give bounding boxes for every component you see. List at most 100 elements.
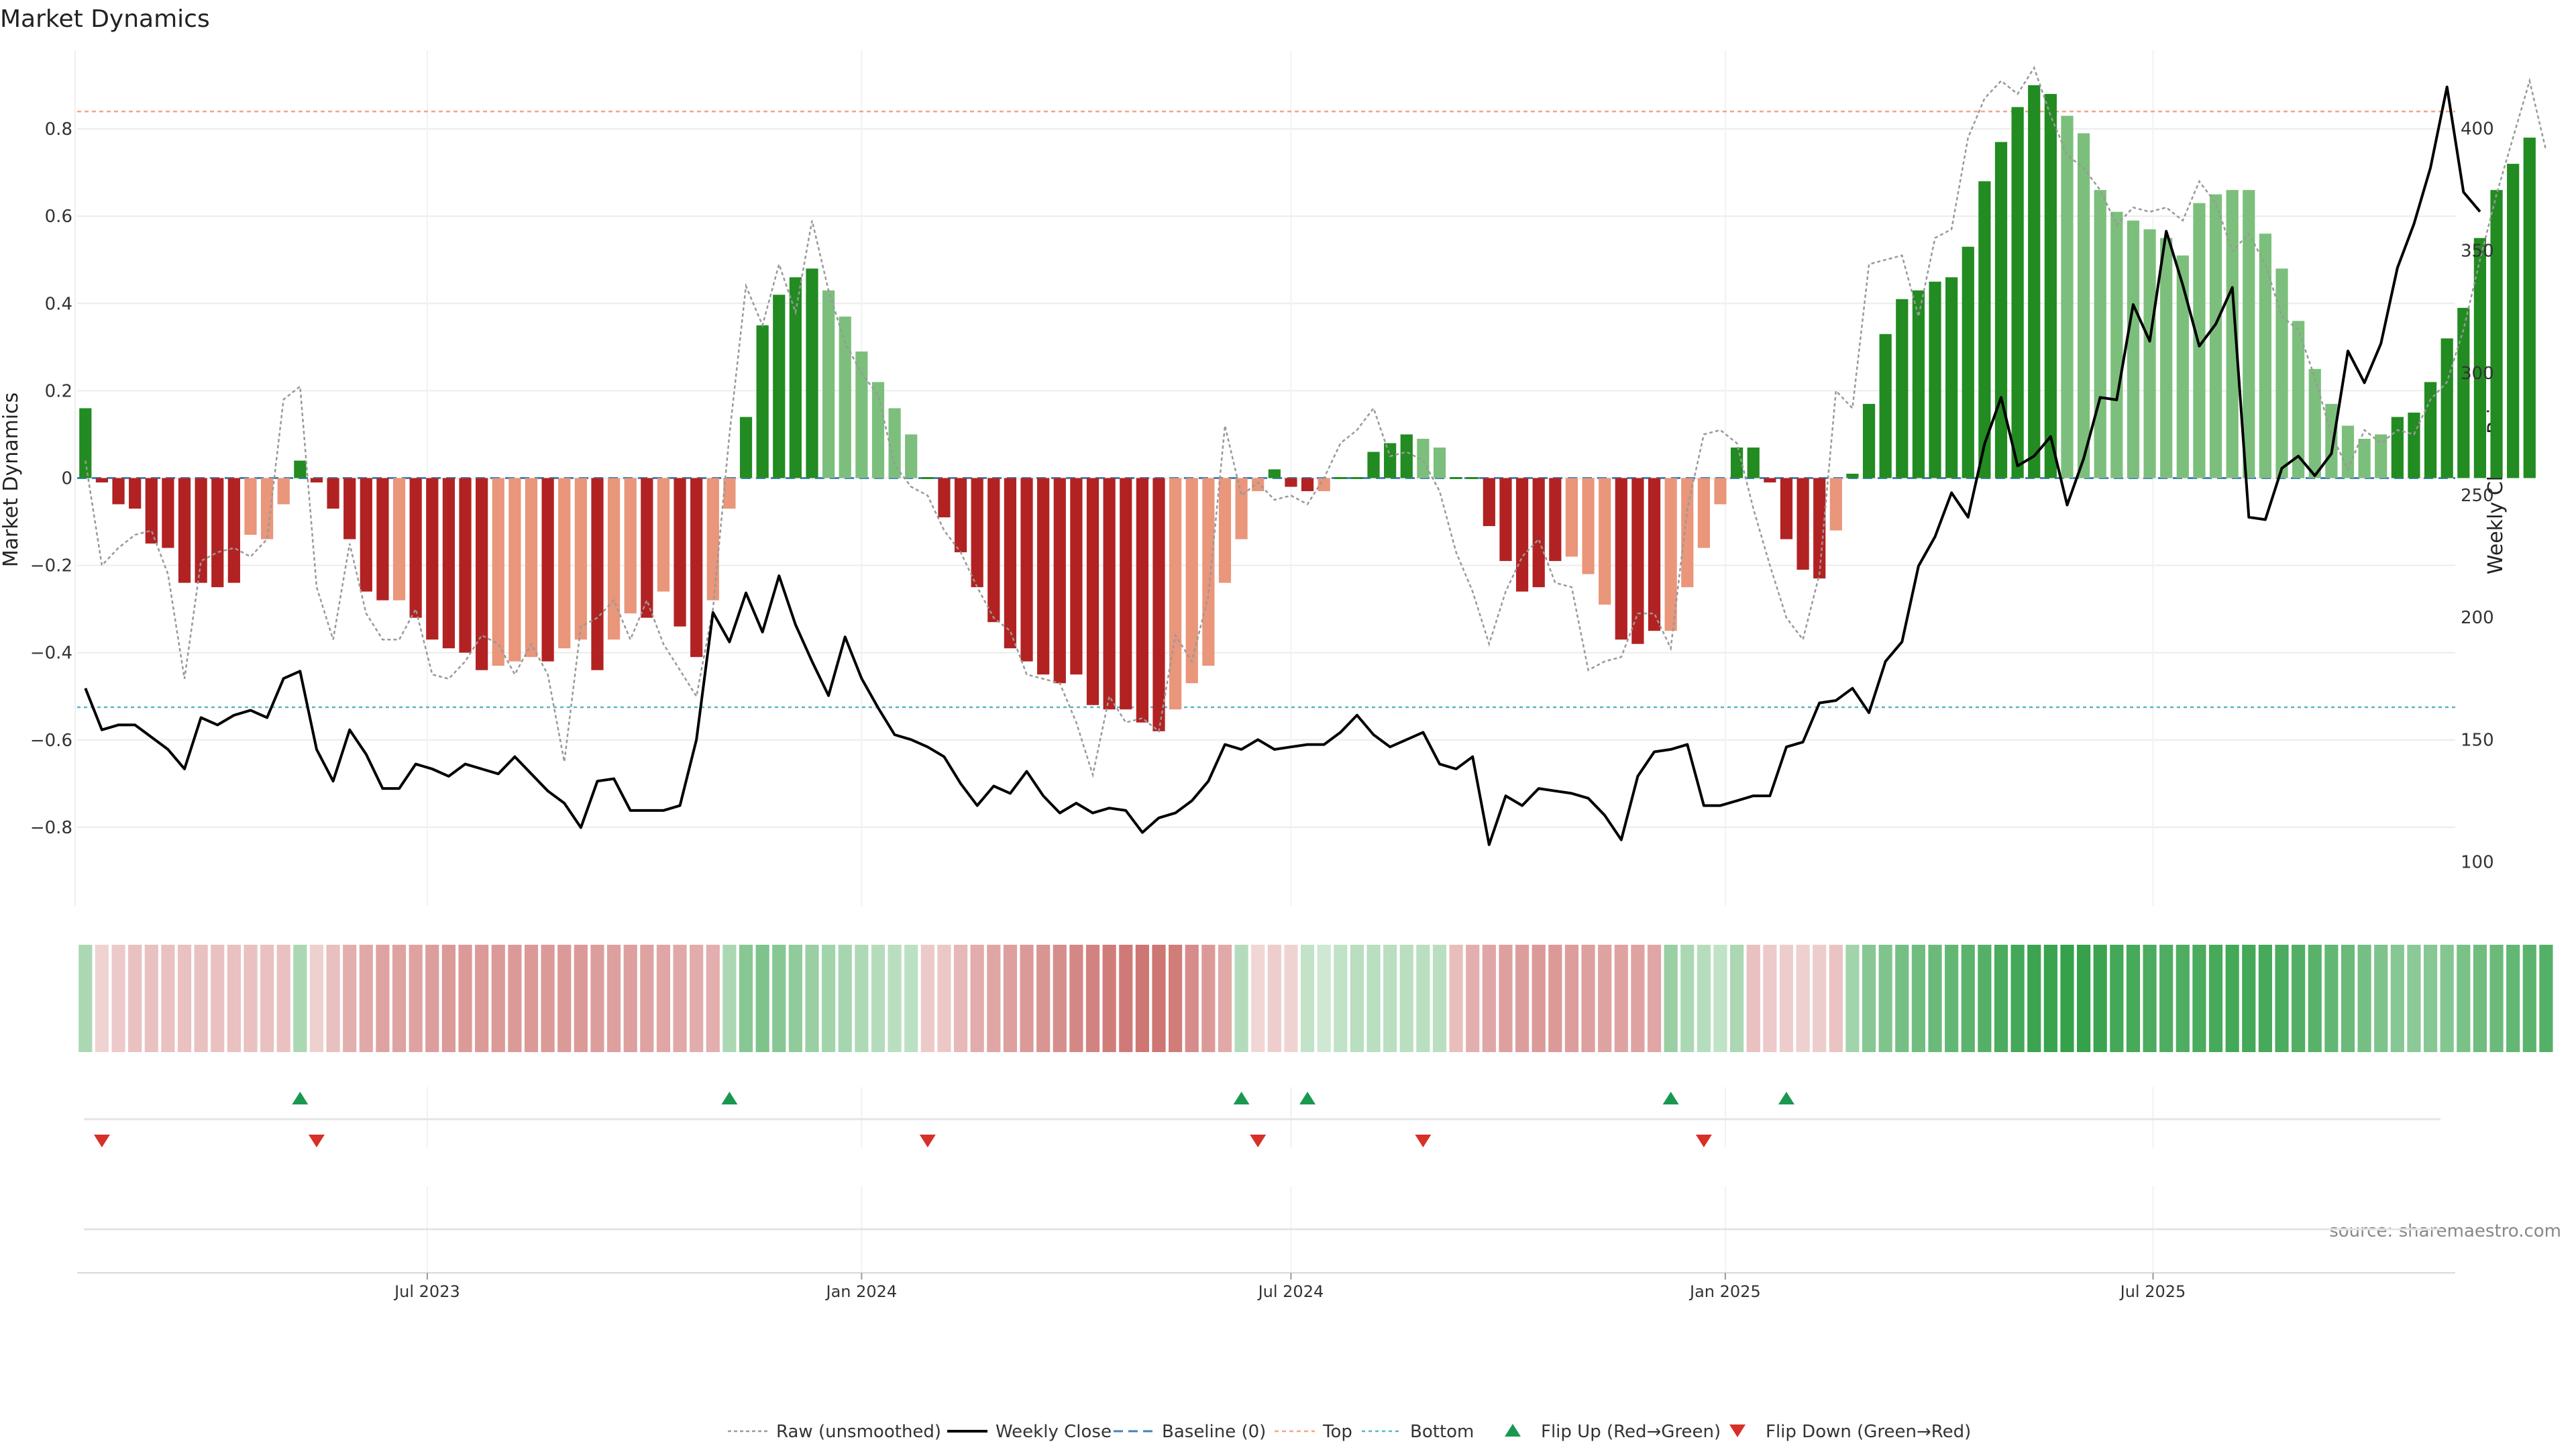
market-dynamics-bar	[492, 478, 504, 666]
heat-strip-cell	[1746, 945, 1760, 1052]
market-dynamics-bar	[624, 478, 637, 614]
market-dynamics-bar	[574, 478, 587, 640]
legend: Raw (unsmoothed) Weekly Close Baseline (0)…	[728, 1422, 1971, 1442]
market-dynamics-bar	[392, 478, 406, 601]
heat-strip-cell	[590, 945, 604, 1052]
heat-strip-cell	[1169, 945, 1183, 1052]
heat-strip-cell	[706, 945, 720, 1052]
heat-strip-cell	[2374, 945, 2388, 1052]
market-dynamics-bar	[1433, 447, 1446, 478]
heat-strip-cell	[1416, 945, 1430, 1052]
market-dynamics-bar	[1549, 478, 1562, 562]
market-dynamics-bar	[1466, 477, 1479, 479]
heat-strip-cell	[2060, 945, 2074, 1052]
market-dynamics-bar	[1879, 333, 1892, 478]
heat-strip-cell	[2027, 945, 2041, 1052]
market-dynamics-bar	[690, 478, 703, 658]
market-dynamics-bar	[2193, 203, 2206, 478]
heat-strip-cell	[244, 945, 258, 1052]
heat-strip-cell	[1779, 945, 1794, 1052]
market-dynamics-bar	[1252, 478, 1265, 492]
market-dynamics-bar	[921, 477, 934, 479]
market-dynamics-bar	[2358, 438, 2371, 478]
market-dynamics-bar	[2243, 190, 2255, 478]
heat-strip-cell	[475, 945, 489, 1052]
legend-entry: Bottom	[1362, 1422, 1474, 1442]
market-dynamics-bar	[2275, 268, 2288, 478]
right-axis-tick-label: 250	[2461, 486, 2494, 506]
market-dynamics-bar	[2341, 425, 2355, 478]
heat-strip-cell	[392, 945, 407, 1052]
heat-strip-cell	[1680, 945, 1695, 1052]
heat-strip-cell	[2126, 945, 2141, 1052]
market-dynamics-bar	[1020, 478, 1033, 662]
heat-strip-cell	[1449, 945, 1463, 1052]
market-dynamics-bar	[1747, 447, 1760, 478]
heat-strip-cell	[2258, 945, 2272, 1052]
heat-strip-cell	[838, 945, 852, 1052]
market-dynamics-bar	[2292, 321, 2305, 478]
market-dynamics-bar	[839, 316, 851, 478]
heat-strip-cell	[1350, 945, 1364, 1052]
heat-strip-cell	[1829, 945, 1843, 1052]
flip-down-marker	[308, 1135, 325, 1147]
chart-title: Market Dynamics	[0, 5, 210, 33]
market-dynamics-bar	[1962, 246, 1974, 478]
heat-strip-cell	[2341, 945, 2355, 1052]
heat-strip-cell	[1994, 945, 2008, 1052]
market-dynamics-bar	[79, 408, 92, 478]
heat-strip-cell	[2043, 945, 2057, 1052]
market-dynamics-bar	[1664, 478, 1677, 631]
market-dynamics-bar	[2440, 338, 2453, 478]
heat-strip-cell	[805, 945, 819, 1052]
heat-strip-cell	[1928, 945, 1942, 1052]
heat-strip-cell	[2242, 945, 2256, 1052]
heat-strip-cell	[640, 945, 654, 1052]
heat-strip-cell	[606, 945, 621, 1052]
market-dynamics-bar	[1268, 469, 1281, 478]
heat-strip-cell	[1251, 945, 1265, 1052]
legend-label: Top	[1322, 1422, 1352, 1442]
x-axis-tick-label: Jul 2024	[1257, 1282, 1324, 1301]
market-dynamics-bar	[1994, 142, 2008, 478]
market-dynamics-bar	[2507, 164, 2520, 478]
market-dynamics-bar	[1912, 290, 1925, 478]
market-dynamics-bar	[905, 434, 918, 478]
legend-entry: Flip Down (Green→Red)	[1729, 1422, 1971, 1442]
heat-strip-cell	[1581, 945, 1595, 1052]
market-dynamics-bar	[376, 478, 389, 601]
flip-up-marker	[721, 1092, 738, 1104]
market-dynamics-bar	[773, 295, 786, 478]
heat-strip-cell	[2176, 945, 2190, 1052]
heat-strip-cell	[1003, 945, 1018, 1052]
heat-strip-cell	[673, 945, 687, 1052]
heat-strip-cell	[1664, 945, 1678, 1052]
heat-strip-cell	[1515, 945, 1529, 1052]
market-dynamics-bar	[1515, 478, 1529, 592]
market-dynamics-bar	[739, 417, 753, 478]
heat-strip-cell	[2423, 945, 2438, 1052]
market-dynamics-bar	[558, 478, 571, 649]
market-dynamics-bar	[2110, 211, 2123, 478]
heat-strip-cell	[1119, 945, 1133, 1052]
market-dynamics-bar	[657, 478, 670, 592]
market-dynamics-bar	[1929, 281, 1941, 478]
flip-down-marker	[1695, 1135, 1712, 1147]
heat-strip-cell	[970, 945, 984, 1052]
market-dynamics-bar	[2094, 190, 2106, 478]
market-dynamics-bar	[2424, 382, 2437, 478]
heat-strip-cell	[1548, 945, 1562, 1052]
market-dynamics-bar	[1350, 477, 1364, 479]
market-dynamics-bar	[1697, 478, 1710, 548]
market-dynamics-bar	[789, 277, 802, 478]
heat-strip-cell	[260, 945, 274, 1052]
market-dynamics-bar	[1037, 478, 1050, 675]
heat-strip-cell	[1911, 945, 1926, 1052]
legend-swatch-flip-down	[1729, 1424, 1746, 1437]
x-axis-tick-label: Jul 2025	[2119, 1282, 2186, 1301]
left-axis-tick-label: −0.2	[30, 556, 72, 576]
heat-strip-cell	[309, 945, 324, 1052]
market-dynamics-bar	[2259, 234, 2272, 478]
market-dynamics-bar	[459, 478, 472, 653]
